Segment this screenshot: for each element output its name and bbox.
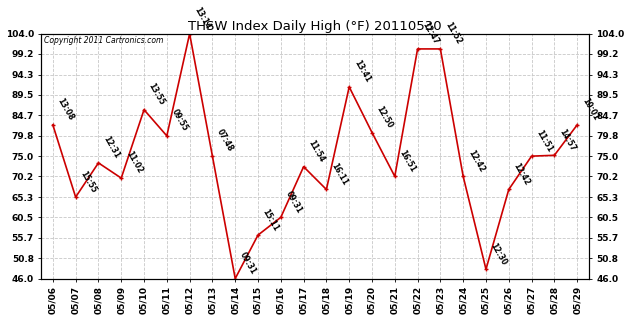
Text: 12:42: 12:42 — [512, 161, 531, 187]
Text: 15:11: 15:11 — [261, 207, 280, 232]
Text: 12:50: 12:50 — [375, 104, 394, 130]
Text: 16:11: 16:11 — [329, 161, 349, 187]
Text: 09:31: 09:31 — [238, 250, 258, 276]
Text: 16:51: 16:51 — [398, 148, 417, 174]
Text: 13:08: 13:08 — [55, 97, 76, 122]
Text: 11:51: 11:51 — [534, 128, 554, 153]
Text: 07:48: 07:48 — [215, 128, 235, 153]
Text: 11:54: 11:54 — [306, 139, 326, 164]
Text: 13:14: 13:14 — [192, 5, 212, 31]
Text: 13:41: 13:41 — [352, 59, 372, 84]
Text: 11:52: 11:52 — [443, 21, 463, 46]
Text: 12:42: 12:42 — [466, 148, 486, 174]
Text: 14:57: 14:57 — [557, 127, 577, 153]
Text: 12:30: 12:30 — [489, 241, 508, 267]
Text: 12:47: 12:47 — [420, 21, 440, 46]
Text: 09:55: 09:55 — [169, 108, 190, 133]
Text: 10:01: 10:01 — [580, 97, 600, 122]
Text: 12:31: 12:31 — [101, 135, 121, 160]
Title: THSW Index Daily High (°F) 20110530: THSW Index Daily High (°F) 20110530 — [188, 20, 442, 33]
Text: 11:02: 11:02 — [124, 150, 144, 175]
Text: 15:55: 15:55 — [78, 169, 98, 194]
Text: Copyright 2011 Cartronics.com: Copyright 2011 Cartronics.com — [44, 36, 164, 45]
Text: 13:55: 13:55 — [147, 82, 166, 107]
Text: 09:31: 09:31 — [284, 189, 304, 215]
